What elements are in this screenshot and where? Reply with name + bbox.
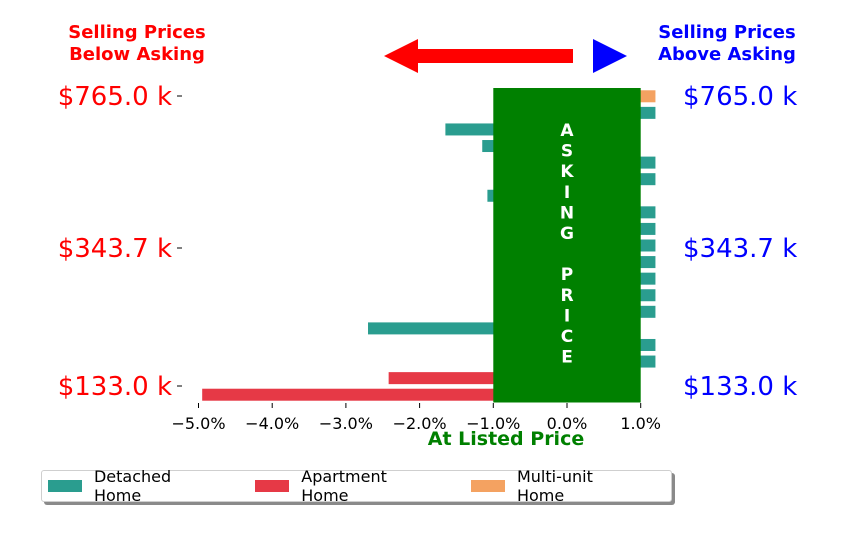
band-letter-5: G (560, 224, 574, 244)
band-letter-3: I (564, 183, 570, 203)
legend-label-apartment: Apartment Home (301, 467, 387, 505)
legend-item-detached: Detached Home (48, 467, 223, 505)
band-letter-11: E (561, 348, 573, 368)
band-letter-2: K (560, 162, 574, 182)
band-letter-7: P (561, 265, 573, 285)
right-arrow-icon (593, 39, 627, 73)
x-tick-label-6: 1.0% (620, 414, 661, 433)
x-tick-label-1: −4.0% (245, 414, 299, 433)
x-tick-label-0: −5.0% (171, 414, 225, 433)
y-tick-label-right-0: $765.0 k (683, 82, 797, 112)
left-header-line-0: Selling Prices (68, 22, 205, 43)
bar-18 (202, 388, 567, 401)
left-header-line-1: Below Asking (69, 44, 205, 65)
legend-swatch-multiunit (471, 480, 505, 492)
band-letter-1: S (561, 142, 573, 162)
legend-swatch-detached (48, 480, 82, 492)
x-axis-label: At Listed Price (428, 428, 584, 450)
x-tick-label-5: 0.0% (547, 414, 588, 433)
band-letter-8: R (560, 286, 573, 306)
right-header-line-1: Above Asking (658, 44, 796, 65)
legend-item-multiunit: Multi-unit Home (471, 467, 645, 505)
y-tick-label-right-2: $133.0 k (683, 372, 797, 402)
legend-label-multiunit: Multi-unit Home (516, 467, 593, 505)
band-letter-9: I (564, 306, 570, 326)
left-arrow-icon (384, 39, 573, 73)
legend-item-apartment: Apartment Home (255, 467, 439, 505)
y-tick-label-left-1: $343.7 k (58, 234, 172, 264)
y-tick-label-left-0: $765.0 k (58, 82, 172, 112)
asking-price-band (493, 88, 641, 403)
x-tick-label-2: −3.0% (319, 414, 373, 433)
band-letter-4: N (560, 203, 574, 223)
x-tick-label-3: −2.0% (393, 414, 447, 433)
legend-label-detached: Detached Home (93, 467, 172, 505)
legend-swatch-apartment (255, 480, 290, 492)
band-letter-0: A (560, 121, 574, 141)
band-letter-10: C (561, 327, 573, 347)
legend: Detached Home Apartment Home Multi-unit … (41, 467, 672, 505)
right-header-line-0: Selling Prices (658, 22, 795, 43)
y-tick-label-left-2: $133.0 k (58, 372, 172, 402)
x-tick-label-4: −1.0% (466, 414, 520, 433)
y-tick-label-right-1: $343.7 k (683, 234, 797, 264)
